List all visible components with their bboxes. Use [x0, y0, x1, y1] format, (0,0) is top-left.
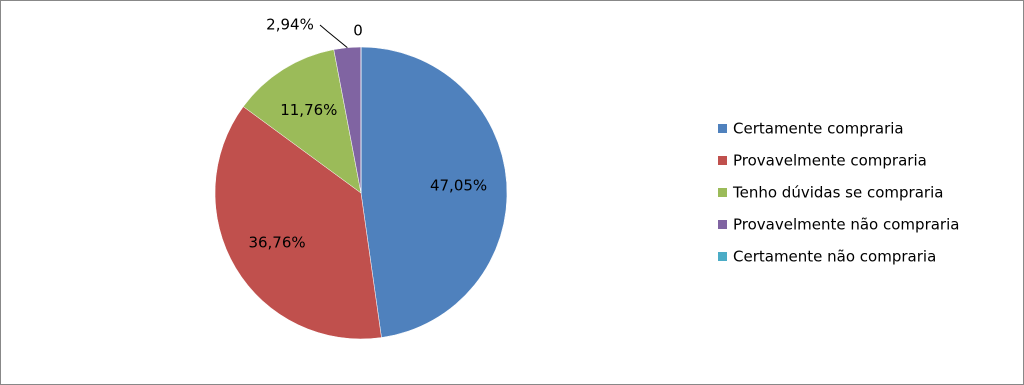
leader-line	[319, 24, 348, 49]
legend-label: Provavelmente compraria	[733, 152, 927, 170]
data-label: 47,05%	[430, 177, 487, 195]
data-label: 0	[353, 22, 363, 40]
pie-slice	[242, 49, 362, 194]
legend-swatch	[718, 124, 727, 133]
legend-swatch	[718, 220, 727, 229]
pie-slice	[360, 46, 508, 338]
legend-swatch	[718, 188, 727, 197]
data-label: 2,94%	[266, 16, 314, 34]
legend-swatch	[718, 252, 727, 261]
data-label: 11,76%	[280, 101, 337, 119]
legend-swatch	[718, 156, 727, 165]
legend-label: Certamente compraria	[733, 120, 904, 138]
legend-label: Certamente não compraria	[733, 248, 936, 266]
data-label: 36,76%	[248, 234, 305, 252]
pie-slice	[214, 106, 382, 340]
legend-label: Provavelmente não compraria	[733, 216, 959, 234]
legend-label: Tenho dúvidas se compraria	[732, 184, 943, 202]
